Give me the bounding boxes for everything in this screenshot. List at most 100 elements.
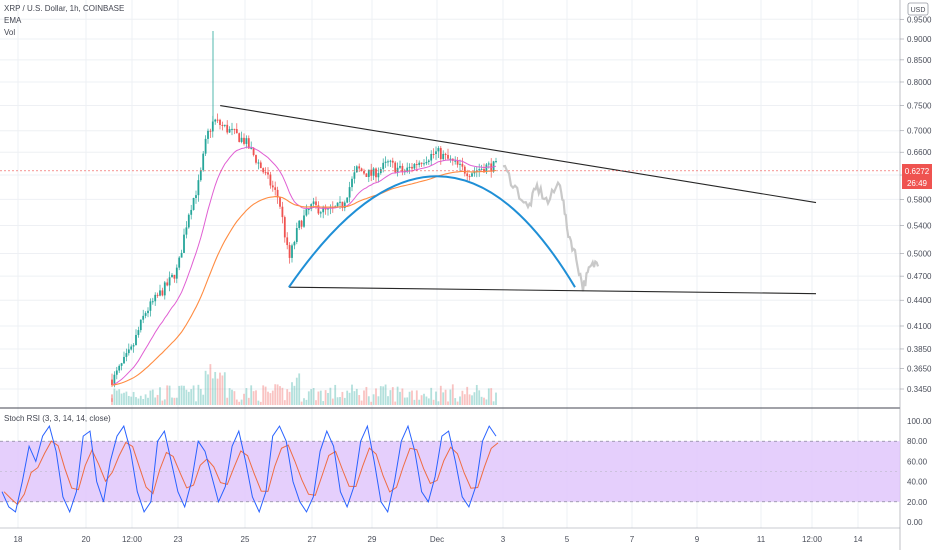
upper-trendline [220, 105, 817, 204]
candle-body [384, 161, 387, 163]
price-tick-label-9: 0.5400 [907, 221, 932, 230]
volume-bar [288, 391, 291, 405]
candle-body [142, 315, 145, 320]
ema-legend[interactable]: EMA [4, 16, 22, 25]
candle-body [171, 274, 173, 278]
volume-bar [264, 386, 267, 405]
stoch-rsi-legend[interactable]: Stoch RSI (3, 3, 14, 14, close) [4, 414, 111, 423]
rsi-axis: 100.00 80.00 60.00 40.00 20.00 0.00 [907, 417, 932, 527]
price-tick-label-15: 0.3650 [907, 364, 932, 373]
volume-bar [411, 390, 413, 405]
candle-body [449, 158, 452, 160]
volume-bar [322, 401, 325, 405]
volume-bar [267, 391, 269, 405]
candle-body [355, 166, 358, 173]
volume-bar [360, 400, 363, 405]
volume-bar [305, 399, 308, 405]
candle-body [183, 234, 185, 253]
candle-body [305, 209, 308, 216]
candle-body [281, 206, 284, 218]
candle-body [147, 310, 149, 314]
volume-bar [379, 386, 382, 405]
volume-bar [243, 393, 245, 405]
currency-button[interactable]: USD [907, 2, 929, 16]
volume-bar [492, 401, 495, 405]
candle-body [247, 138, 250, 149]
candle-body [478, 169, 481, 171]
time-tick-label-13: 12:00 [802, 535, 823, 544]
volume-bar [154, 397, 157, 405]
volume-bar [216, 378, 219, 405]
last-price-marker: 0.6272 [902, 164, 932, 177]
candle-body [348, 187, 351, 198]
candle-body [243, 137, 245, 144]
candle-body [461, 163, 464, 167]
price-tick-label-1: 0.9000 [907, 35, 932, 44]
volume-bar [487, 388, 490, 405]
candle-body [327, 208, 329, 210]
candle-body [466, 173, 469, 177]
volume-bar [389, 390, 392, 405]
volume-bar [466, 386, 469, 405]
volume-bar [279, 386, 281, 405]
volume-bar [295, 377, 298, 405]
candle-body [367, 169, 370, 177]
candle-body [435, 151, 437, 155]
candle-body [339, 201, 341, 203]
volume-bar [199, 388, 202, 405]
volume-bar [139, 395, 142, 405]
volume-bar [178, 385, 181, 405]
candle-body [113, 374, 116, 386]
volume-bar [473, 392, 476, 405]
candle-body [415, 164, 418, 166]
symbol-title[interactable]: XRP / U.S. Dollar, 1h, COINBASE [4, 4, 124, 13]
volume-bar [149, 390, 152, 405]
candle-body [288, 245, 291, 258]
volume-bar [120, 393, 123, 405]
time-tick-label-1: 20 [82, 535, 91, 544]
rsi-tick-label-1: 80.00 [907, 437, 928, 446]
candle-body [295, 228, 298, 242]
volume-bar [485, 399, 488, 405]
volume-bar [423, 393, 425, 405]
price-tick-label-12: 0.4400 [907, 296, 932, 305]
volume-bar [151, 389, 154, 405]
volume-bar [187, 391, 190, 405]
volume-bar [233, 391, 236, 405]
volume-bar [226, 397, 229, 405]
volume-bar [214, 371, 217, 405]
volume-bar [483, 397, 485, 405]
volume-bar [432, 399, 435, 405]
volume-bar [185, 389, 188, 405]
volume-bar [343, 397, 346, 405]
volume-bar [447, 401, 449, 405]
vol-legend[interactable]: Vol [4, 28, 15, 37]
volume-bar [113, 388, 116, 405]
time-tick-label-14: 14 [854, 535, 863, 544]
candle-body [235, 129, 238, 134]
price-tick-label-8: 0.5800 [907, 195, 932, 204]
volume-bar [144, 394, 147, 405]
volume-bar [255, 390, 257, 405]
candle-body [190, 209, 193, 215]
volume-bar [190, 389, 193, 405]
volume-bar [415, 390, 418, 405]
candle-body [221, 124, 224, 126]
candle-body [317, 205, 320, 214]
volume-bar [127, 395, 130, 405]
volume-bar [391, 387, 394, 405]
candle-body [259, 162, 262, 169]
candle-body [293, 241, 296, 246]
currency-button-frame[interactable] [907, 2, 929, 16]
candle-body [298, 220, 301, 229]
candle-body [454, 160, 457, 162]
volume-bar [211, 378, 214, 405]
volume-bar [382, 386, 385, 405]
volume-bar [130, 396, 133, 405]
price-tick-label-3: 0.8000 [907, 78, 932, 87]
candle-body [226, 124, 229, 133]
candle-body [255, 155, 257, 163]
candle-body [468, 176, 471, 178]
candle-body [437, 148, 440, 152]
candle-body [471, 173, 473, 177]
